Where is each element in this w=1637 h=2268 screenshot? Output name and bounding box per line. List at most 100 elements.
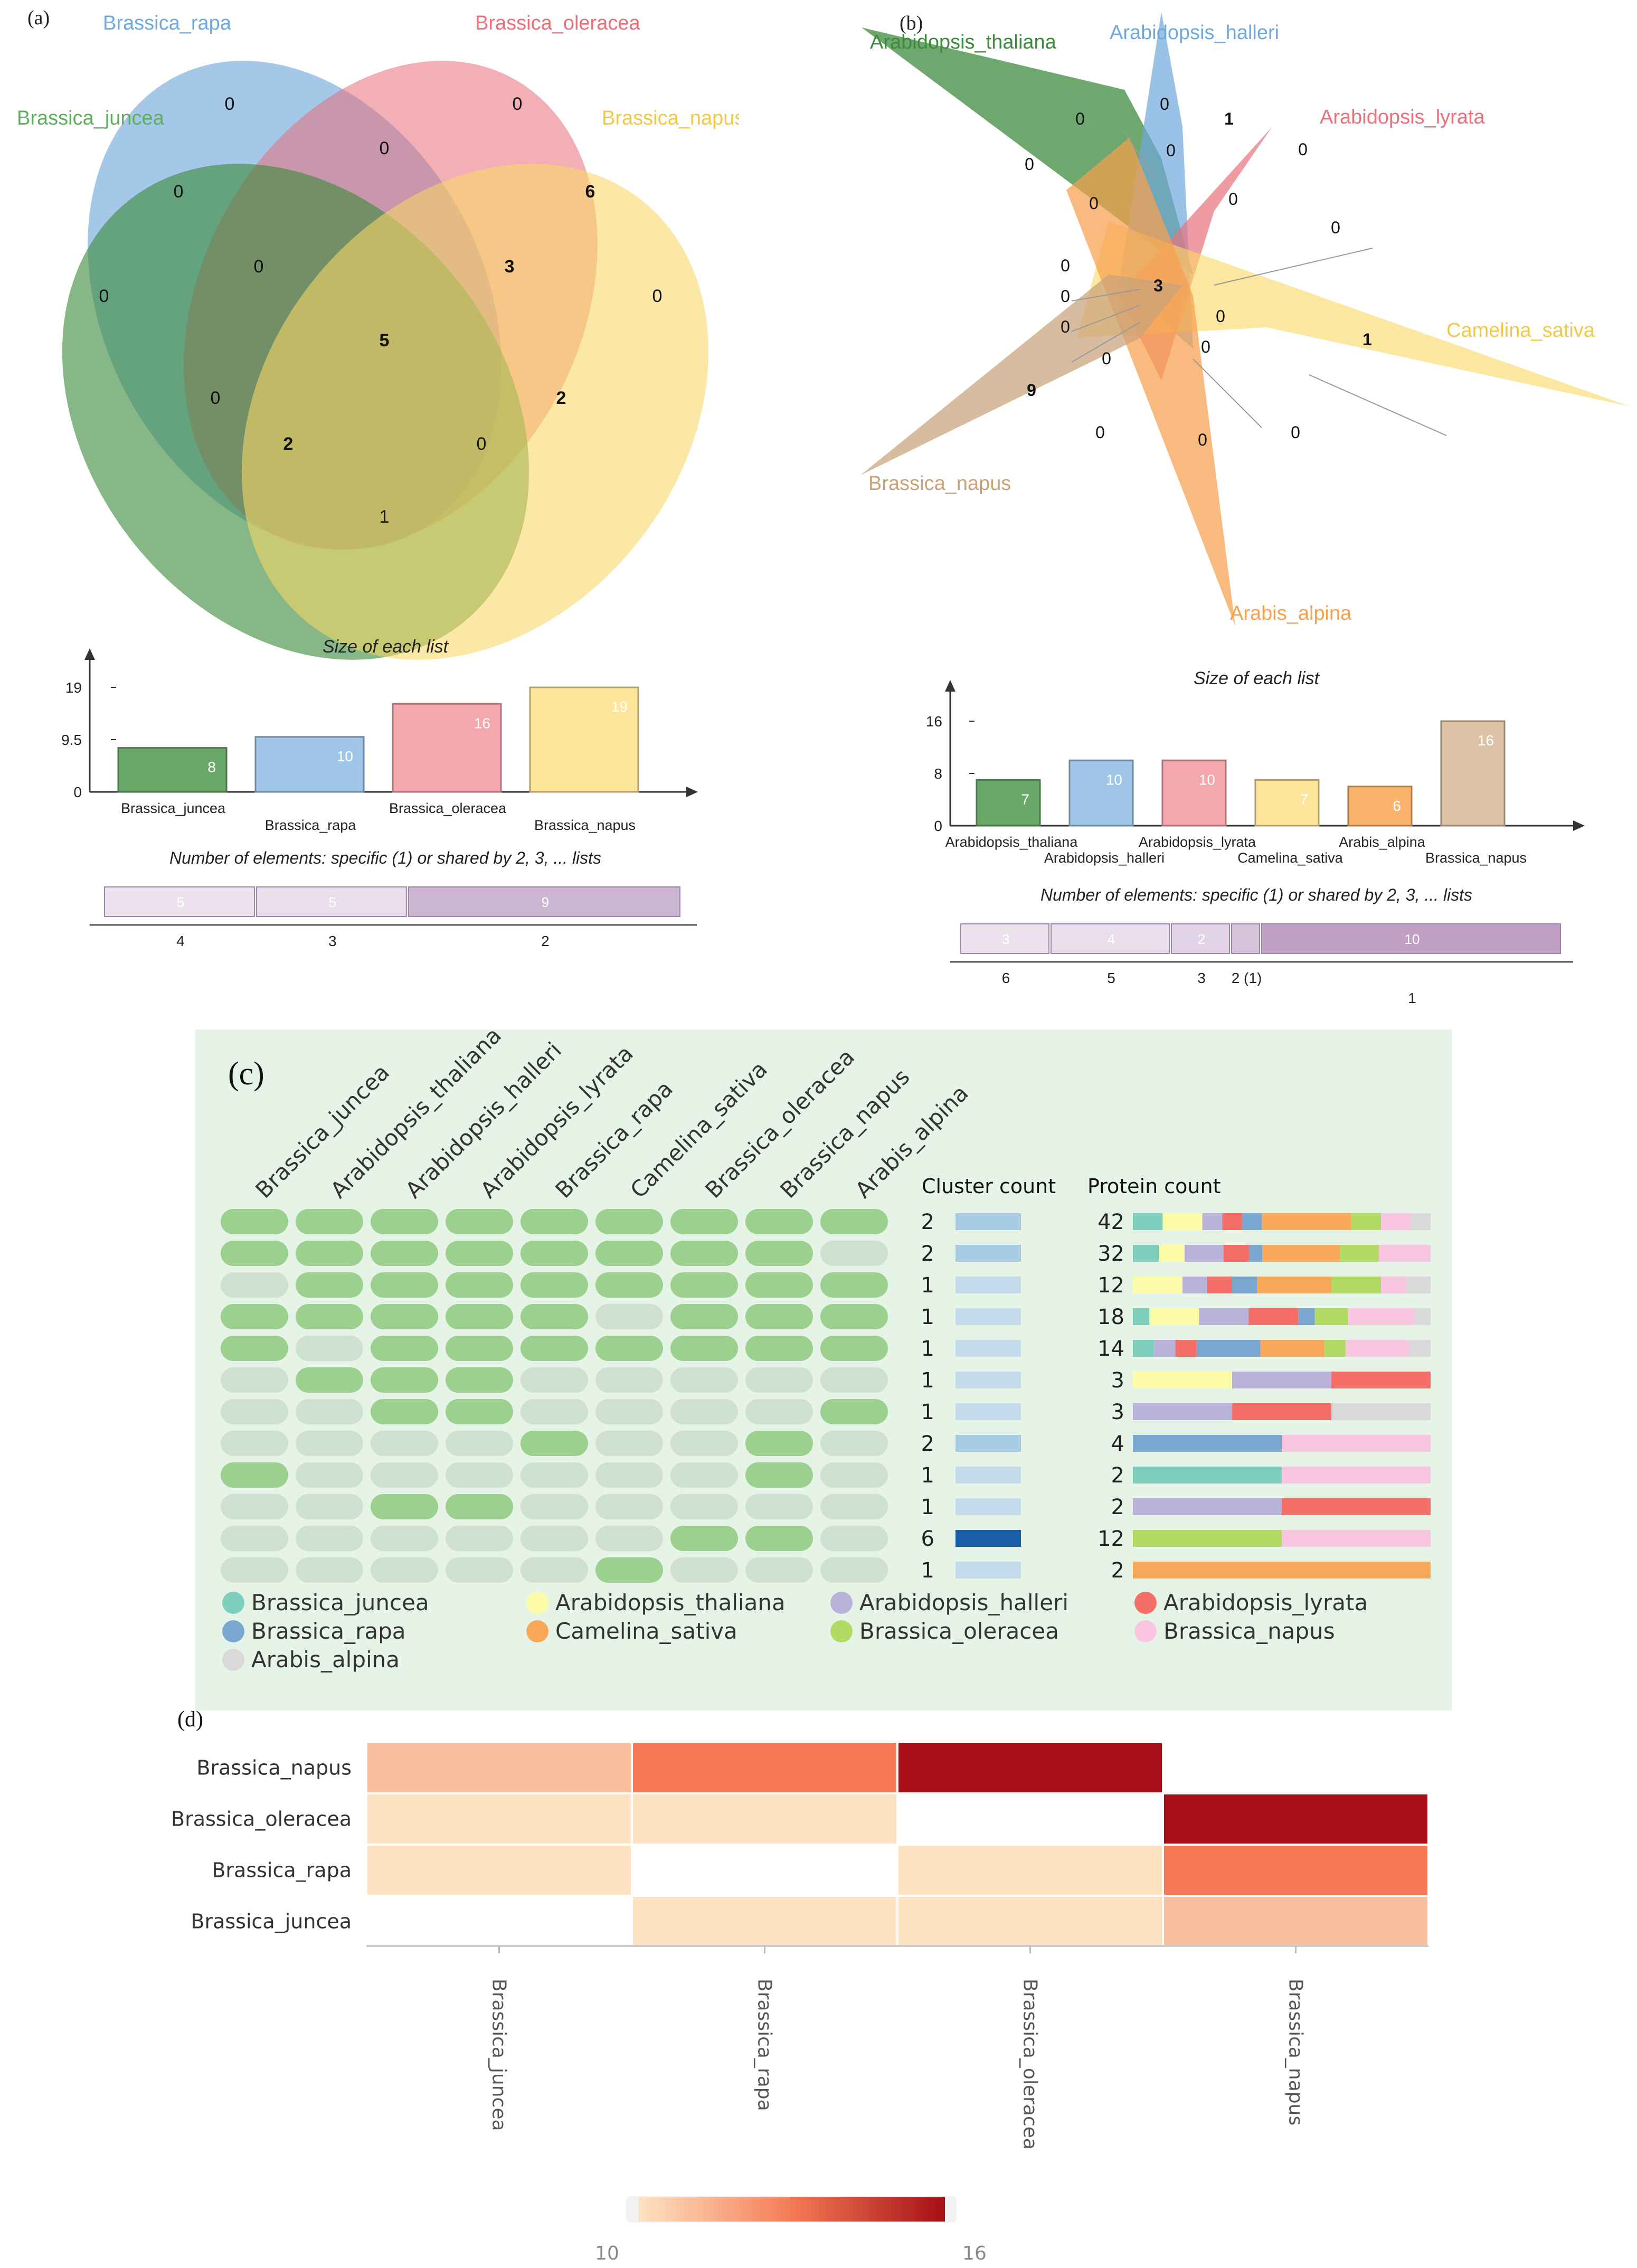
presence-pill	[371, 1557, 438, 1583]
colorbar	[639, 2197, 945, 2222]
shared-category-label: 3	[328, 933, 337, 949]
cluster-count-value: 1	[921, 1368, 934, 1393]
protein-count-value: 32	[1097, 1242, 1124, 1266]
protein-segment	[1248, 1308, 1299, 1325]
flower-petals	[860, 12, 1630, 626]
presence-pill	[371, 1367, 438, 1393]
list-size-a-xaxis-arrow	[686, 787, 698, 797]
species-header: Brassica_juncea	[250, 1059, 394, 1203]
venn-ellipses	[62, 61, 709, 660]
presence-pill	[670, 1431, 738, 1456]
presence-pill	[446, 1336, 513, 1361]
protein-segment	[1196, 1340, 1261, 1357]
heatmap-col-label: Brassica_napus	[1285, 1979, 1307, 2125]
protein-segment	[1282, 1498, 1431, 1515]
presence-pill	[521, 1209, 588, 1234]
petal-camelina-sativa	[1077, 222, 1630, 407]
venn-a-name-juncea: Brassica_juncea	[17, 107, 165, 129]
panel-label-a: (a)	[27, 7, 50, 29]
presence-pill	[521, 1241, 588, 1266]
presence-pill	[670, 1272, 738, 1298]
xlabel-a: Brassica_juncea	[121, 800, 226, 816]
presence-pill	[745, 1494, 813, 1519]
region-a-count: 0	[211, 388, 221, 408]
list-size-b-bars: 7 10 10 7 6 16	[969, 720, 1506, 827]
presence-pill	[820, 1304, 888, 1329]
presence-pill	[521, 1336, 588, 1361]
leader-line	[1193, 358, 1262, 428]
region-b-count: 0	[1216, 307, 1225, 326]
venn-a-name-rapa: Brassica_rapa	[103, 12, 232, 34]
protein-segment	[1331, 1403, 1431, 1420]
protein-count-value: 4	[1111, 1432, 1124, 1456]
shared-bar-label: 3	[1002, 931, 1009, 947]
petal-arabis-alpina	[1066, 137, 1235, 626]
presence-pill	[521, 1367, 588, 1393]
list-size-bar	[1440, 720, 1506, 827]
presence-pill	[221, 1272, 288, 1298]
protein-count-value: 2	[1111, 1463, 1124, 1488]
list-size-bar-label: 10	[1106, 771, 1122, 788]
presence-pill	[371, 1462, 438, 1488]
presence-pill	[745, 1367, 813, 1393]
protein-segment	[1222, 1213, 1242, 1230]
presence-pill	[296, 1304, 363, 1329]
shared-bar-label: 2	[1198, 931, 1205, 947]
shared-bar-label: 5	[329, 894, 336, 910]
presence-pill	[670, 1241, 738, 1266]
heatmap-row-labels: Brassica_napus Brassica_oleracea Brassica_…	[171, 1756, 352, 1933]
protein-segment	[1282, 1435, 1431, 1452]
presence-pill	[296, 1431, 363, 1456]
leader-line	[1124, 131, 1157, 180]
protein-count-value: 14	[1097, 1337, 1124, 1361]
legend-label: Camelina_sativa	[555, 1618, 737, 1644]
legend-swatch	[222, 1620, 244, 1642]
region-b-count: 0	[1089, 194, 1099, 213]
flower-name-alpina: Arabis_alpina	[1230, 602, 1352, 625]
presence-pill	[221, 1431, 288, 1456]
protein-segment	[1298, 1308, 1315, 1325]
presence-pill	[595, 1241, 663, 1266]
flower-region-values: 0 0 1 0 0 0 0 0 0 0 0 0 3 0 0 1 9 0 0 0 …	[1025, 94, 1372, 449]
presence-pill	[371, 1336, 438, 1361]
presence-pill	[820, 1557, 888, 1583]
region-b-count: 0	[1331, 218, 1340, 237]
cluster-count-value: 1	[921, 1463, 934, 1488]
heatmap-row-label: Brassica_rapa	[212, 1859, 352, 1882]
heatmap-cell	[898, 1743, 1162, 1792]
panel-label-c: (c)	[228, 1056, 264, 1092]
legend-swatch	[222, 1592, 244, 1614]
protein-count-value: 3	[1111, 1400, 1124, 1424]
region-b-count: 3	[1153, 276, 1163, 295]
ytick-a: 9.5	[61, 732, 82, 748]
panel-label-d: (d)	[177, 1711, 203, 1732]
cluster-count-bar	[955, 1562, 1021, 1579]
heatmap-cells	[367, 1743, 1427, 1946]
shared-bar	[1171, 923, 1230, 954]
region-a-count: 0	[99, 286, 109, 306]
presence-pill	[446, 1557, 513, 1583]
region-a-count: 2	[556, 388, 566, 408]
shared-bar-label: 4	[1108, 931, 1115, 947]
legend-label: Arabis_alpina	[251, 1647, 400, 1672]
presence-pill	[670, 1209, 738, 1234]
presence-pill	[595, 1526, 663, 1551]
region-b-count: 0	[1061, 256, 1070, 275]
region-a-count: 0	[380, 138, 390, 158]
presence-pill	[820, 1462, 888, 1488]
list-size-bar	[529, 686, 639, 793]
presence-pill	[670, 1462, 738, 1488]
xlabel-b: Arabis_alpina	[1339, 834, 1426, 850]
list-size-bar-label: 8	[207, 759, 216, 776]
xlabel-b: Brassica_napus	[1425, 850, 1527, 866]
protein-segment	[1133, 1213, 1163, 1230]
protein-count-value: 42	[1097, 1210, 1124, 1234]
protein-segment	[1242, 1213, 1262, 1230]
panel-b: (b) Arabidopsis_thaliana Arabidopsis_hal…	[845, 0, 1637, 1024]
cluster-count-value: 1	[921, 1305, 934, 1329]
flower-name-camelina: Camelina_sativa	[1446, 319, 1595, 342]
presence-pill	[820, 1494, 888, 1519]
panel-a-svg: (a) Brassica_rapa Brassica_oleracea Bras…	[17, 7, 739, 949]
ytick-b: 0	[934, 818, 942, 834]
heatmap-col-label: Brassica_rapa	[754, 1979, 775, 2111]
